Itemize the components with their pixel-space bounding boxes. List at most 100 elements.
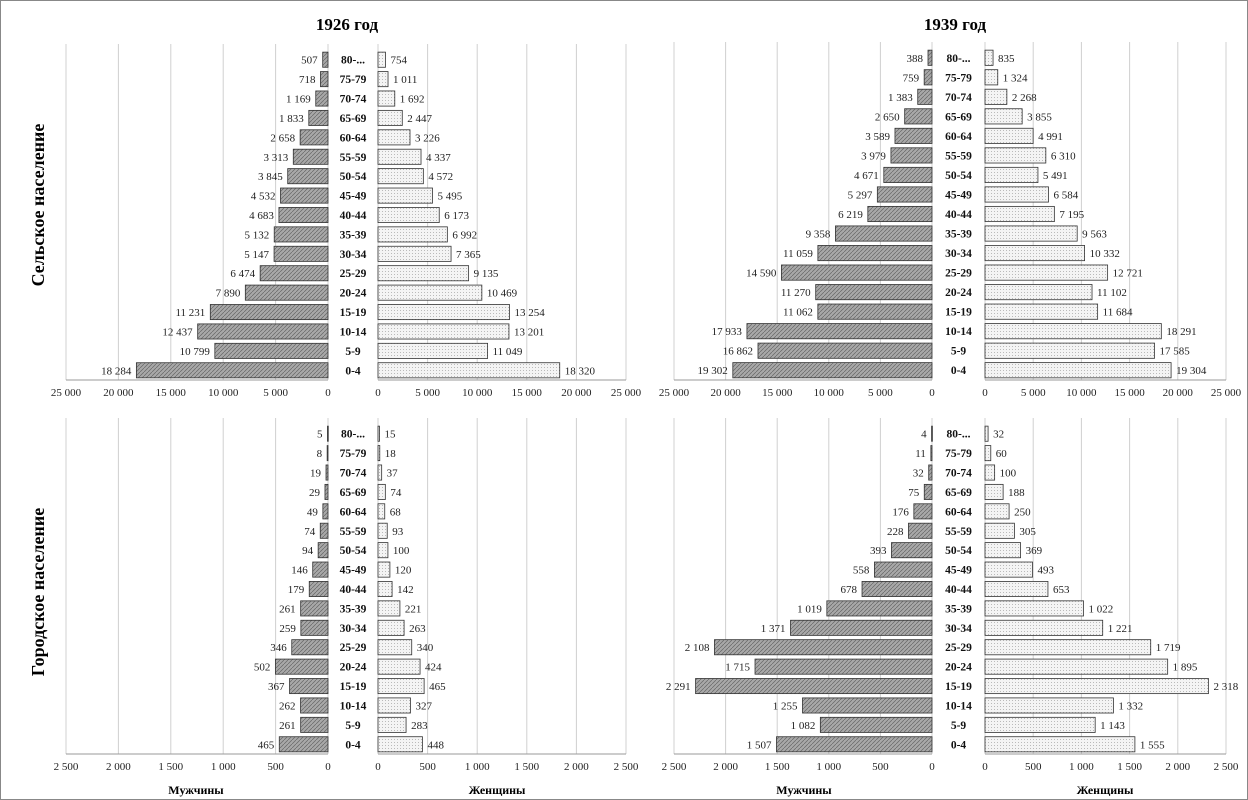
male-bar	[300, 716, 329, 733]
age-group-label: 5-9	[345, 720, 361, 732]
female-bar	[984, 284, 1093, 301]
age-group-label: 75-79	[945, 448, 972, 460]
male-bar	[904, 108, 933, 125]
female-data-label: 6 992	[452, 229, 477, 241]
male-data-label: 176	[892, 506, 909, 518]
age-group-label: 60-64	[340, 506, 367, 518]
female-bar	[984, 464, 996, 481]
male-data-label: 19 302	[698, 365, 728, 377]
female-bar	[984, 678, 1209, 695]
female-bar	[377, 129, 411, 146]
male-data-label: 11 231	[175, 307, 205, 319]
age-group-label: 30-34	[340, 623, 367, 635]
female-data-label: 653	[1053, 584, 1070, 596]
female-data-label: 68	[390, 506, 402, 518]
male-data-label: 1 507	[747, 739, 772, 751]
male-bar	[300, 697, 329, 714]
female-data-label: 2 447	[407, 113, 432, 125]
female-bar	[377, 51, 386, 68]
x-tick-label: 15 000	[1114, 387, 1145, 399]
male-bar	[325, 464, 329, 481]
male-bar	[930, 445, 933, 462]
female-data-label: 424	[425, 662, 442, 674]
male-bar	[714, 639, 933, 656]
age-group-label: 0-4	[951, 739, 967, 751]
male-data-label: 8	[317, 448, 323, 460]
male-data-label: 228	[887, 526, 904, 538]
female-data-label: 10 469	[487, 288, 518, 300]
age-group-label: 70-74	[340, 468, 367, 480]
male-data-label: 261	[279, 603, 296, 615]
male-bar	[835, 225, 933, 242]
age-group-label: 70-74	[340, 94, 367, 106]
age-group-label: 40-44	[945, 584, 972, 596]
age-group-label: 15-19	[340, 307, 367, 319]
age-group-label: 35-39	[340, 603, 367, 615]
age-group-label: 25-29	[340, 268, 367, 280]
age-group-label: 15-19	[340, 681, 367, 693]
female-bar	[377, 639, 413, 656]
male-data-label: 1 383	[888, 92, 913, 104]
male-data-label: 11 059	[783, 248, 813, 260]
female-data-label: 283	[411, 720, 428, 732]
x-tick-label: 0	[929, 761, 935, 773]
age-group-label: 20-24	[945, 662, 972, 674]
x-tick-label: 15 000	[762, 387, 793, 399]
female-data-label: 1 719	[1156, 642, 1181, 654]
male-bar	[280, 187, 329, 204]
age-group-label: 70-74	[945, 468, 972, 480]
age-group-label: 75-79	[340, 448, 367, 460]
age-group-label: 60-64	[945, 506, 972, 518]
female-data-label: 4 337	[426, 152, 451, 164]
male-bar	[317, 542, 329, 559]
female-bar	[377, 581, 393, 597]
panel-title: 1939 год	[924, 15, 987, 34]
male-data-label: 94	[302, 545, 314, 557]
x-tick-label: 0	[325, 761, 331, 773]
x-tick-label: 1 000	[1069, 761, 1094, 773]
x-tick-label: 1 000	[465, 761, 490, 773]
female-data-label: 1 555	[1140, 739, 1165, 751]
male-bar	[319, 522, 329, 539]
age-group-label: 20-24	[945, 287, 972, 299]
female-bar	[984, 716, 1096, 733]
male-data-label: 3 313	[264, 152, 289, 164]
female-bar	[984, 225, 1078, 242]
age-group-label: 10-14	[945, 326, 972, 338]
female-bar	[377, 697, 411, 714]
x-tick-label: 500	[267, 761, 284, 773]
x-tick-label: 10 000	[462, 387, 493, 399]
x-tick-label: 0	[982, 387, 988, 399]
male-data-label: 14 590	[746, 268, 777, 280]
female-data-label: 13 201	[514, 326, 544, 338]
age-group-label: 50-54	[945, 170, 972, 182]
male-bar	[209, 304, 329, 321]
female-bar	[377, 561, 391, 578]
female-data-label: 369	[1026, 545, 1043, 557]
x-tick-label: 5 000	[263, 387, 288, 399]
male-bar	[320, 71, 329, 88]
male-bar	[776, 736, 933, 753]
age-group-label: 20-24	[340, 288, 367, 300]
male-bar	[326, 445, 329, 462]
male-bar	[732, 362, 933, 379]
female-data-label: 221	[405, 603, 422, 615]
panel-title: 1926 год	[316, 15, 379, 34]
female-bar	[984, 619, 1104, 636]
male-bar	[287, 168, 329, 185]
female-data-label: 754	[390, 55, 407, 67]
female-bar	[377, 503, 386, 520]
x-tick-label: 1 500	[1117, 761, 1142, 773]
male-data-label: 2 108	[685, 642, 710, 654]
male-bar	[273, 226, 329, 243]
male-data-label: 5 132	[244, 229, 269, 241]
female-data-label: 1 324	[1003, 72, 1028, 84]
x-tick-label: 2 000	[1165, 761, 1190, 773]
female-data-label: 9 563	[1082, 229, 1107, 241]
x-tick-label: 15 000	[512, 387, 543, 399]
x-tick-label: 0	[375, 387, 381, 399]
male-bar	[322, 51, 329, 68]
female-bar	[377, 658, 421, 675]
male-data-label: 2 291	[666, 681, 691, 693]
